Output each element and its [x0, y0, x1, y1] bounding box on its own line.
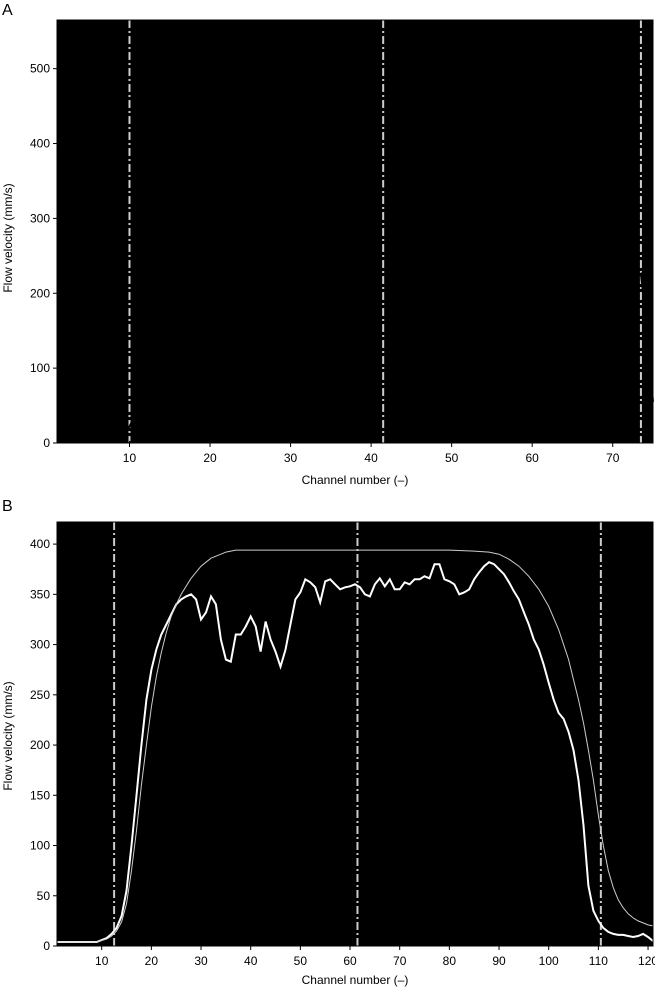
- y-tick-label: 250: [30, 688, 50, 702]
- y-tick-label: 400: [30, 537, 50, 551]
- y-tick-label: 200: [30, 738, 50, 752]
- x-tick-label: 70: [606, 451, 620, 465]
- y-tick-label: 300: [30, 638, 50, 652]
- y-tick-label: 100: [30, 839, 50, 853]
- y-tick-label: 500: [30, 62, 50, 76]
- series-b-1-thin: [57, 549, 654, 943]
- x-tick-label: 30: [284, 451, 298, 465]
- y-tick-label: 350: [30, 587, 50, 601]
- x-tick-label: 100: [539, 954, 559, 968]
- y-tick-label: 400: [30, 137, 50, 151]
- y-tick-label: 200: [30, 286, 50, 300]
- x-tick-label: 20: [203, 451, 217, 465]
- x-tick-label: 40: [364, 451, 378, 465]
- y-tick-label: 300: [30, 211, 50, 225]
- x-tick-label: 60: [343, 954, 357, 968]
- x-tick-label: 70: [393, 954, 407, 968]
- y-tick-label: 100: [30, 361, 50, 375]
- panel-a: 10 20 30 40 50 60 70 0 100 200 300 400 500 A Flow velo…: [1, 2, 654, 487]
- y-tick-label: 0: [43, 939, 50, 953]
- x-tick-label: 60: [526, 451, 540, 465]
- x-tick-label: 50: [294, 954, 308, 968]
- axes-frame: [56, 19, 654, 444]
- panel-letter-a: A: [2, 2, 13, 19]
- y-tick-label: 50: [37, 889, 51, 903]
- axes-frame: [56, 521, 654, 947]
- series-b-0-solid: [57, 561, 654, 943]
- x-tick-label: 10: [123, 451, 137, 465]
- x-axis-label-b: Channel number (–): [302, 973, 409, 987]
- x-tick-label: 90: [492, 954, 506, 968]
- x-tick-label: 10: [95, 954, 109, 968]
- x-axis-label-a: Channel number (–): [302, 473, 409, 487]
- series-a-1-dotted: [128, 187, 388, 444]
- panel-b: 10 20 30 40 50 60 70 80 90 100 110 120 0 50 100 150 200 2…: [1, 498, 655, 987]
- x-tick-label: 40: [244, 954, 258, 968]
- x-tick-label: 20: [145, 954, 159, 968]
- x-tick-label: 80: [443, 954, 457, 968]
- plot-area: [57, 522, 653, 946]
- x-tick-label: 30: [194, 954, 208, 968]
- x-tick-label: 120: [638, 954, 655, 968]
- y-tick-label: 0: [43, 436, 50, 450]
- y-axis-label-b: Flow velocity (mm/s): [1, 681, 15, 790]
- plot-area: [57, 20, 653, 443]
- y-axis-label-a: Flow velocity (mm/s): [1, 183, 15, 292]
- x-tick-label: 50: [445, 451, 459, 465]
- panel-letter-b: B: [2, 498, 13, 515]
- y-tick-label: 150: [30, 788, 50, 802]
- x-tick-label: 110: [589, 954, 608, 968]
